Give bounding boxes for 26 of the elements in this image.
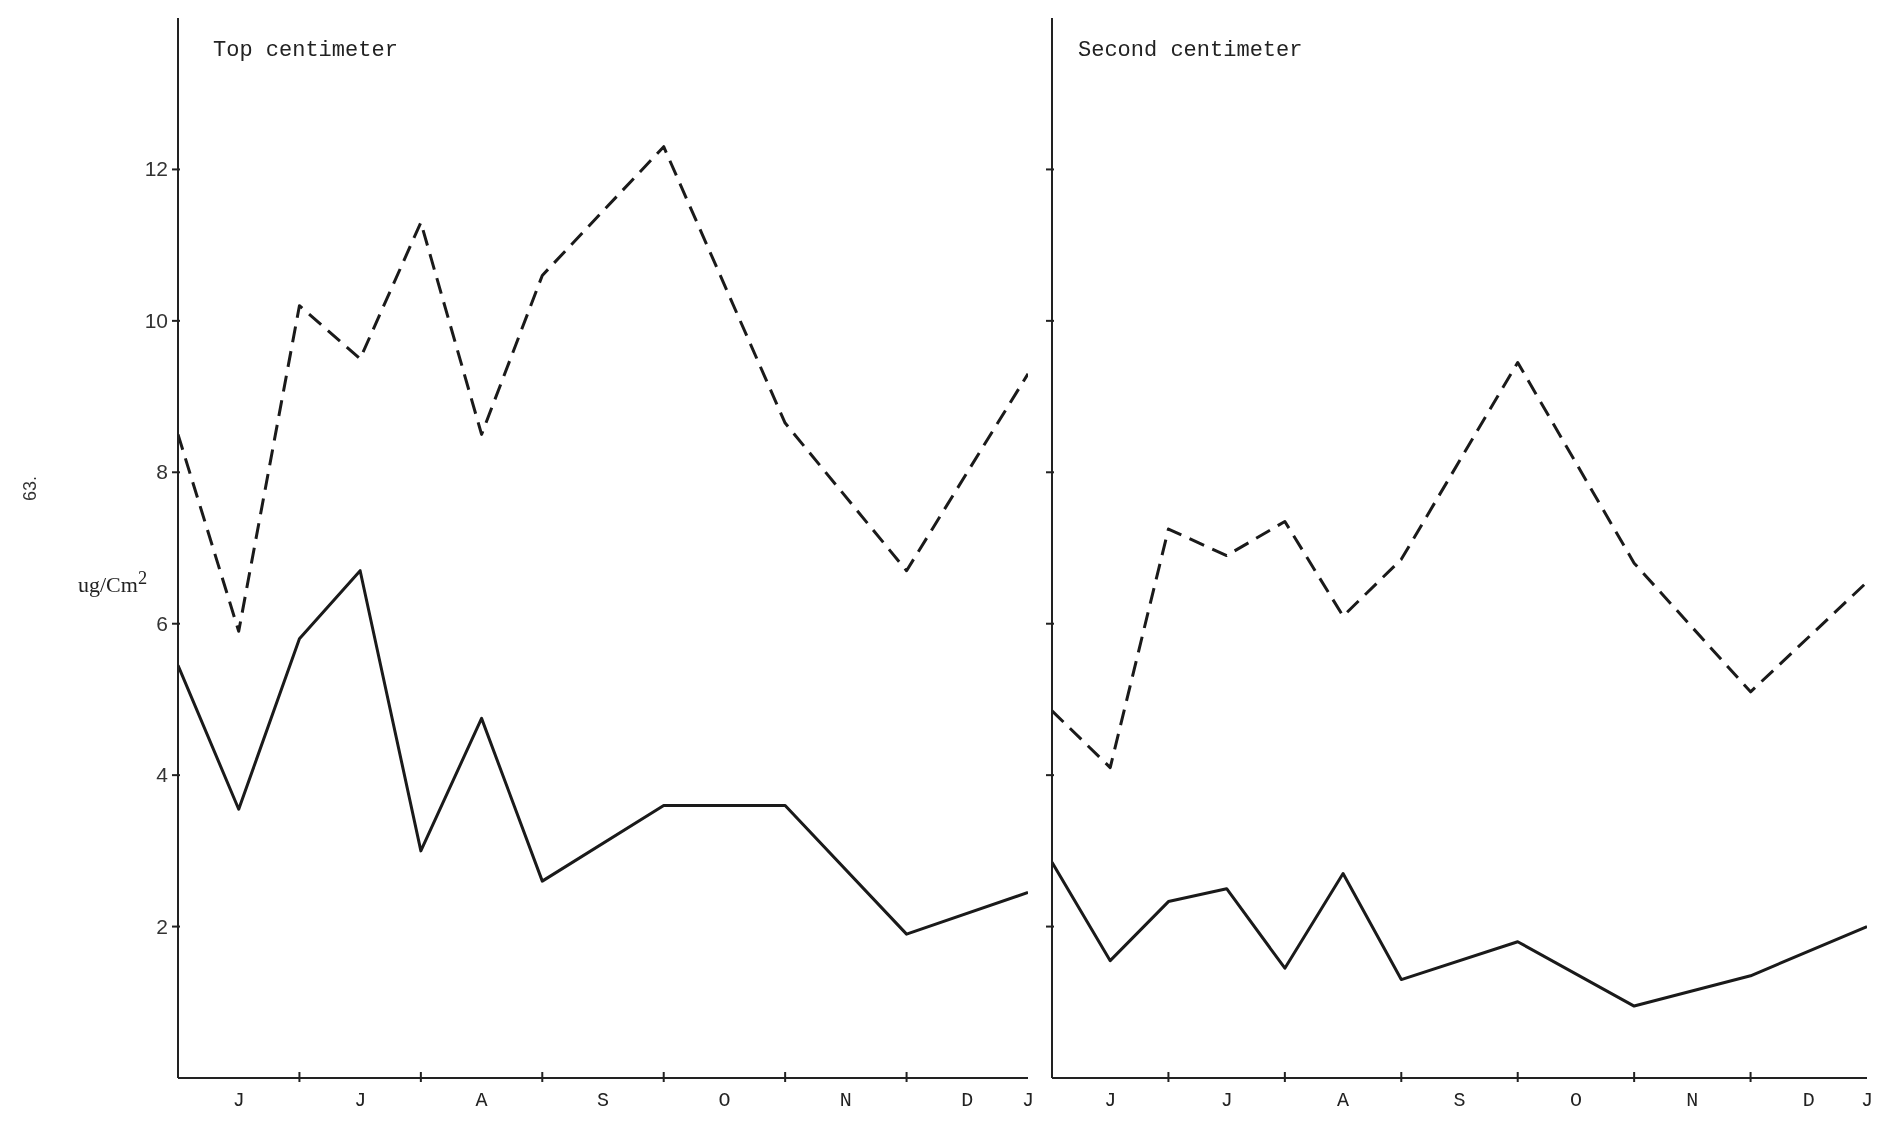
y-tick-label: 2 [156, 914, 168, 938]
x-tick-label: D [961, 1089, 974, 1112]
y-tick-label: 10 [144, 308, 168, 332]
y-tick-label: 8 [156, 460, 168, 484]
x-tick-label: S [1453, 1089, 1466, 1112]
y-tick-label: 6 [156, 611, 168, 635]
y-tick-label: 4 [156, 763, 169, 787]
x-tick-label: J [1104, 1089, 1117, 1112]
x-tick-label: D [1802, 1089, 1815, 1112]
y-tick-label: 12 [144, 157, 168, 181]
x-tick-label: J [232, 1089, 245, 1112]
x-tick-label: J [1021, 1089, 1035, 1112]
x-tick-label: S [596, 1089, 610, 1112]
x-tick-label: A [1337, 1089, 1350, 1112]
text: Second centimeter [1078, 38, 1303, 63]
y-axis-title: ug/Cm$^{2}$ [78, 568, 148, 599]
text: 63. [20, 475, 41, 502]
x-tick-label: O [718, 1089, 731, 1112]
x-tick-label: J [1220, 1089, 1233, 1112]
x-tick-label: O [1569, 1089, 1582, 1112]
x-tick-label: J [354, 1089, 367, 1112]
x-tick-label: N [839, 1089, 852, 1112]
x-tick-label: J [1860, 1089, 1874, 1112]
x-tick-label: N [1686, 1089, 1699, 1112]
text: Top centimeter [213, 38, 398, 63]
x-tick-label: A [475, 1089, 488, 1112]
